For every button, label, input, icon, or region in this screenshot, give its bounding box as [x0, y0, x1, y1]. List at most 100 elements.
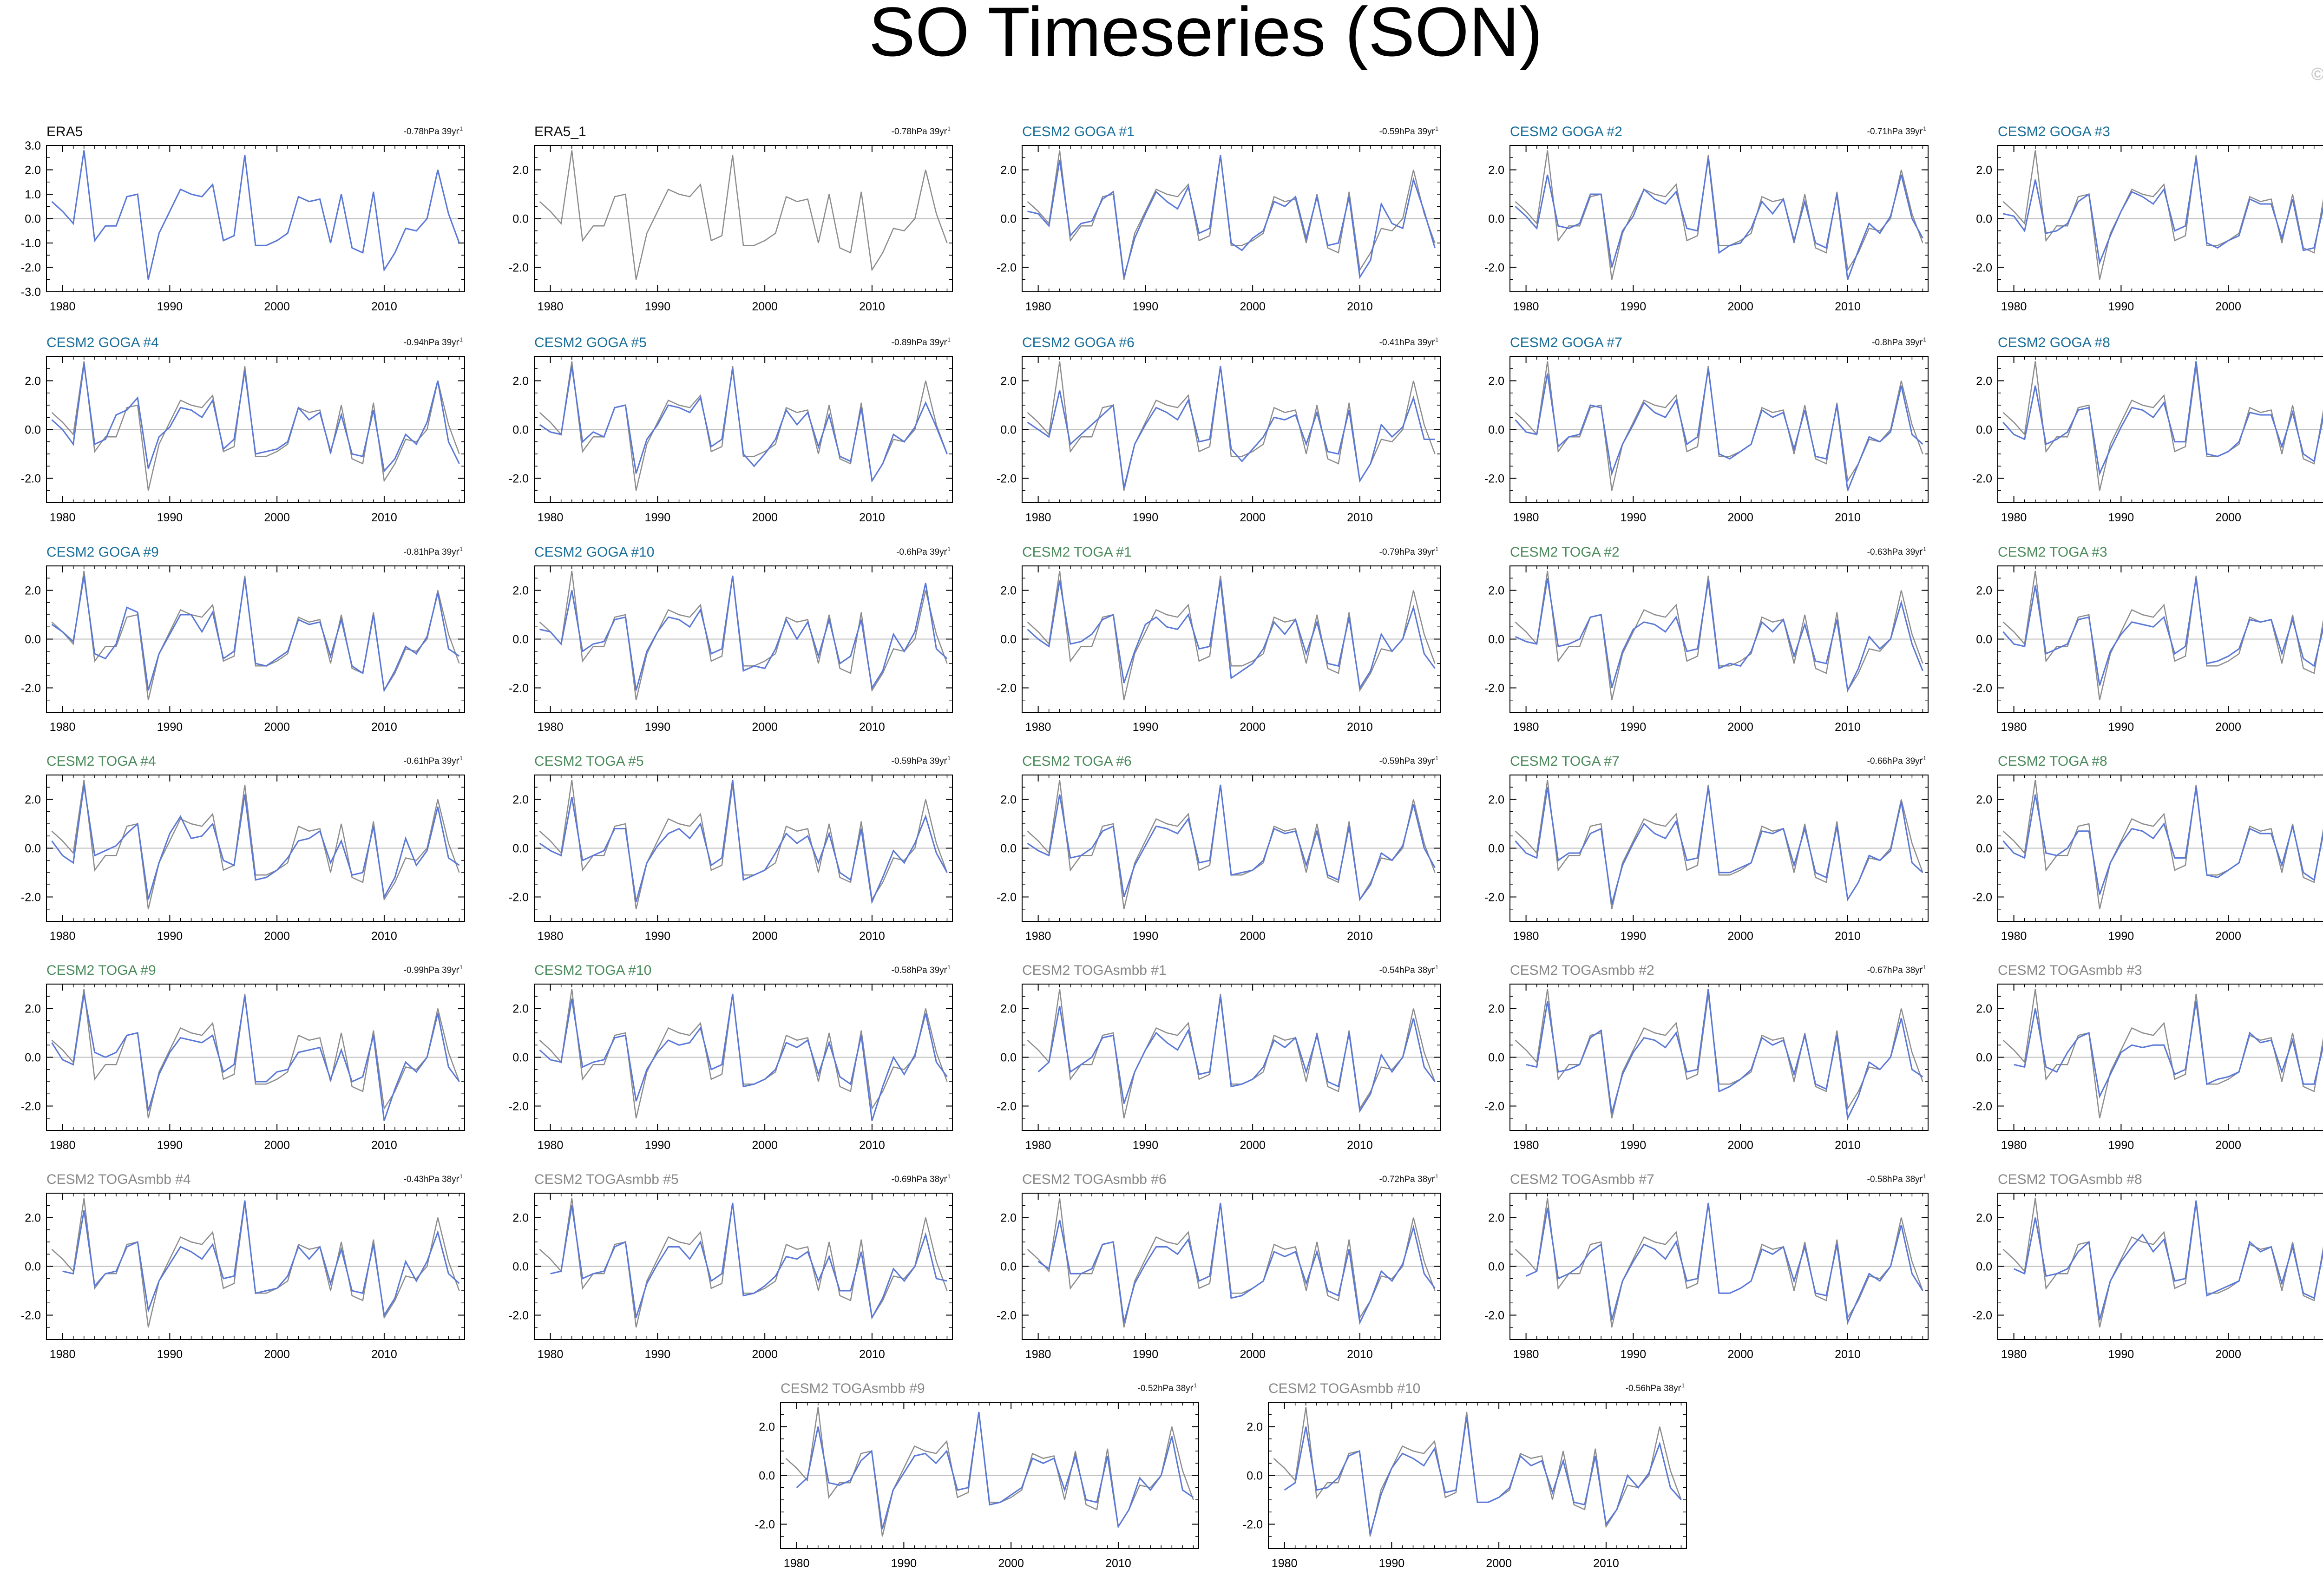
panel-title: CESM2 TOGAsmbb #6 [1022, 1172, 1167, 1187]
y-tick-label: -2.0 [509, 682, 529, 695]
x-tick-label: 1980 [1025, 1348, 1051, 1361]
x-tick-label: 2000 [2215, 1139, 2241, 1152]
y-tick-label: 2.0 [1976, 164, 1992, 177]
y-tick-label: -2.0 [1484, 682, 1504, 695]
series-line-model [2002, 787, 2323, 895]
x-tick-label: 2000 [2215, 721, 2241, 734]
y-tick-label: -2.0 [1972, 1309, 1992, 1322]
series-line-model [2002, 361, 2323, 476]
series-line-model [1027, 366, 1435, 488]
x-tick-label: 1990 [1621, 930, 1647, 943]
panel-title: CESM2 TOGA #10 [534, 963, 651, 978]
series-line-model [1526, 989, 1923, 1121]
y-tick-label: 2.0 [1488, 1212, 1504, 1225]
x-tick-label: 2010 [1105, 1557, 1131, 1570]
y-tick-label: -2.0 [1972, 1100, 1992, 1113]
y-tick-label: 0.0 [1488, 633, 1504, 646]
y-tick-label: 2.0 [512, 1003, 529, 1016]
trend-label: -0.71hPa 39yr [1867, 127, 1923, 137]
chart-panel: CESM2 GOGA #1 -0.59hPa 39yr-1 2.0 0.0 -2.0 19… [997, 124, 1441, 313]
x-tick-label: 2010 [371, 511, 397, 524]
panel-title: ERA5 [46, 124, 83, 139]
series-line-era5 [2002, 1198, 2323, 1328]
chart-panel: CESM2 TOGA #8-0.83hPa 39yr-12.00.0-2.019… [1972, 754, 2323, 943]
y-tick-label: -2.0 [21, 473, 41, 486]
y-tick-label: 2.0 [1000, 375, 1017, 388]
series-line-era5 [539, 571, 948, 701]
x-tick-label: 2000 [1240, 721, 1266, 734]
panel-title: CESM2 GOGA #9 [46, 545, 159, 560]
x-tick-label: 2010 [1835, 721, 1861, 734]
panel-title: CESM2 TOGAsmbb #2 [1510, 963, 1654, 978]
x-tick-label: 2010 [1593, 1557, 1619, 1570]
panel-title: CESM2 GOGA #3 [1998, 124, 2110, 139]
y-tick-label: 2.0 [25, 1212, 41, 1225]
x-tick-label: 2000 [1240, 930, 1266, 943]
panel-title: CESM2 GOGA #10 [534, 545, 654, 560]
y-tick-label: -2.0 [1484, 473, 1504, 486]
trend-superscript: -1 [945, 546, 951, 552]
watermark: © CVDP-LE [2311, 65, 2323, 84]
trend-label: -0.67hPa 38yr [1867, 965, 1923, 975]
chart-panel: CESM2 GOGA #5 -0.89hPa 39yr-1 2.0 0.0 -2.0 19… [509, 335, 953, 524]
y-tick-label: -2.0 [21, 891, 41, 904]
trend-superscript: -1 [1921, 125, 1926, 132]
x-tick-label: 2000 [1240, 300, 1266, 313]
y-tick-label: 0.0 [1488, 213, 1504, 226]
x-tick-label: 2010 [1835, 1348, 1861, 1361]
trend-label: -0.78hPa 39yr [404, 127, 459, 137]
x-tick-label: 2000 [1486, 1557, 1512, 1570]
series-line-era5 [1515, 1198, 1923, 1328]
chart-panel: CESM2 GOGA #2 -0.71hPa 39yr-1 2.0 0.0 -2.0 19… [1484, 124, 1929, 313]
x-tick-label: 1990 [645, 1348, 671, 1361]
y-tick-label: 2.0 [25, 375, 41, 388]
y-tick-label: 2.0 [512, 585, 529, 598]
trend-label: -0.59hPa 39yr [892, 756, 947, 766]
chart-panel: CESM2 TOGAsmbb #9 -0.52hPa 38yr-1 2.0 0.0 -2… [755, 1381, 1199, 1570]
x-tick-label: 2000 [752, 300, 778, 313]
x-tick-label: 1980 [2001, 511, 2027, 524]
y-tick-label: -2.0 [997, 682, 1017, 695]
y-tick-label: -3.0 [21, 286, 41, 299]
y-tick-label: 0.0 [1000, 424, 1017, 437]
series-line-era5 [1515, 571, 1923, 701]
x-tick-label: 2000 [264, 511, 290, 524]
y-tick-label: -2.0 [997, 473, 1017, 486]
y-tick-label: -2.0 [755, 1518, 775, 1531]
series-line-model [1037, 1202, 1436, 1325]
trend-label: -0.54hPa 38yr [1379, 965, 1435, 975]
series-line-era5 [51, 150, 460, 280]
series-line-era5 [1027, 1198, 1436, 1328]
x-tick-label: 1990 [645, 721, 671, 734]
x-tick-label: 2010 [859, 511, 885, 524]
x-tick-label: 2010 [859, 300, 885, 313]
trend-label: -0.66hPa 39yr [1867, 756, 1923, 766]
trend-superscript: -1 [1921, 964, 1926, 971]
x-tick-label: 2010 [1835, 930, 1861, 943]
x-tick-label: 2010 [1835, 511, 1861, 524]
x-tick-label: 2000 [264, 930, 290, 943]
x-tick-label: 2010 [1835, 1139, 1861, 1152]
series-line-era5 [1027, 361, 1436, 491]
series-line-model [2002, 578, 2323, 686]
trend-superscript: -1 [458, 546, 463, 552]
trend-label: -0.43hPa 38yr [404, 1175, 459, 1184]
x-tick-label: 2000 [1727, 511, 1753, 524]
y-tick-label: 2.0 [1000, 164, 1017, 177]
x-tick-label: 1990 [2108, 1139, 2134, 1152]
trend-label: -0.59hPa 39yr [1379, 127, 1435, 137]
chart-panel: CESM2 TOGA #3-0.61hPa 39yr-12.00.0-2.019… [1972, 545, 2323, 734]
x-tick-label: 2010 [1347, 1139, 1373, 1152]
y-tick-label: 0.0 [1976, 213, 1992, 226]
x-tick-label: 2000 [2215, 511, 2241, 524]
trend-superscript: -1 [1433, 336, 1438, 343]
series-line-model [539, 780, 948, 905]
trend-superscript: -1 [1921, 336, 1926, 343]
x-tick-label: 1980 [1513, 1139, 1539, 1152]
y-tick-label: -2.0 [509, 473, 529, 486]
panel-title: CESM2 TOGAsmbb #3 [1998, 963, 2142, 978]
y-tick-label: 0.0 [1976, 424, 1992, 437]
x-tick-label: 1990 [1133, 1348, 1159, 1361]
x-tick-label: 1980 [2001, 300, 2027, 313]
trend-label: -0.94hPa 39yr [404, 338, 459, 348]
